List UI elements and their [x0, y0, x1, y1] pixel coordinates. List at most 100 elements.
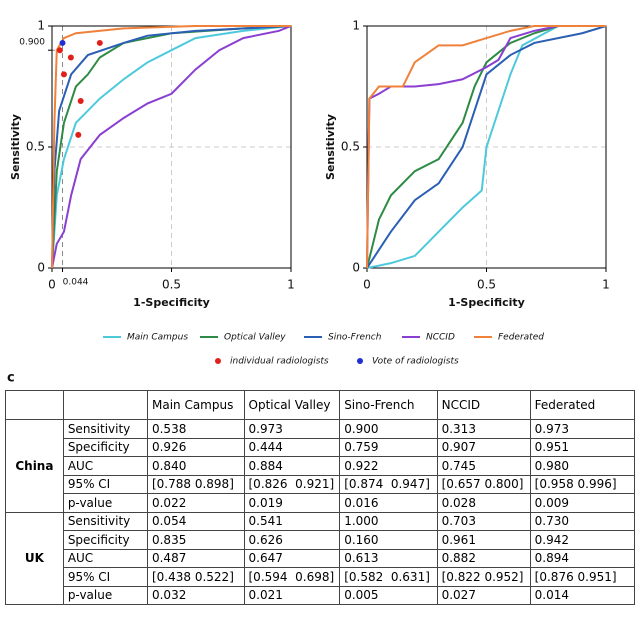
- radiologist-point: [60, 71, 67, 78]
- table-cell: p-value: [62, 493, 148, 513]
- table-cell: 0.313: [436, 419, 531, 439]
- radiologist-point: [96, 39, 103, 46]
- table-cell: 0.022: [146, 493, 245, 513]
- y-tick-label: 0.900: [19, 38, 45, 48]
- table-cell: 0.973: [529, 419, 636, 439]
- table-cell: 0.961: [436, 530, 531, 550]
- table-cell: 0.613: [339, 548, 438, 568]
- y-axis-label: Sensitivity: [9, 114, 22, 180]
- table-cell: [0.594 0.698]: [243, 567, 341, 587]
- table-cell: 0.703: [436, 511, 531, 531]
- table-cell: Specificity: [62, 437, 148, 457]
- table-cell: 0.922: [339, 456, 438, 476]
- table-cell: 0.027: [436, 585, 531, 605]
- y-tick-label: 1: [37, 19, 45, 33]
- table-cell: 0.160: [339, 530, 438, 550]
- roc-curve: [366, 25, 606, 269]
- table-row: p-value 0.022 0.019 0.016 0.028 0.009: [6, 493, 636, 513]
- x-tick-label: 1: [602, 278, 610, 292]
- table-cell: 0.626: [243, 530, 341, 550]
- y-tick-label: 1: [352, 19, 360, 33]
- table-cell: 0.900: [339, 419, 438, 439]
- table-cell: 0.021: [243, 585, 341, 605]
- table-cell: NCCID: [436, 390, 531, 420]
- x-tick-label: 0.044: [63, 278, 89, 288]
- table-row: Specificity 0.835 0.626 0.160 0.961 0.942: [6, 530, 636, 550]
- table-cell: 0.973: [243, 419, 341, 439]
- table-cell: 0.951: [529, 437, 636, 457]
- table-row: p-value 0.032 0.021 0.005 0.027 0.014: [6, 585, 636, 605]
- plot-frame: [366, 25, 607, 269]
- table-row: 95% CI [0.788 0.898] [0.826 0.921] [0.874 0…: [6, 474, 636, 494]
- radiologist-point: [59, 39, 66, 46]
- table-cell: 1.000: [339, 511, 438, 531]
- table-cell: 0.894: [529, 548, 636, 568]
- table-cell: 0.835: [146, 530, 245, 550]
- table-row: UK Sensitivity 0.054 0.541 1.000 0.703 0.730: [5, 511, 636, 605]
- legend-label: Sino-French: [328, 333, 382, 343]
- table-cell: Specificity: [62, 530, 148, 550]
- x-tick-label: 1: [287, 278, 295, 292]
- table-cell: 0.730: [529, 511, 636, 531]
- roc-curve: [51, 25, 291, 269]
- legend-marker: [215, 358, 221, 364]
- figure: c 0 0.044 0.5 1 0 0.5 0.900 1 1-Specificity Sensi…: [7, 19, 610, 386]
- table-cell: UK: [5, 511, 64, 605]
- table-cell: Main Campus: [146, 390, 245, 420]
- roc-curve: [366, 25, 606, 269]
- legend-label: Main Campus: [127, 333, 188, 343]
- radiologist-point: [67, 54, 74, 61]
- panel-label: c: [7, 371, 15, 386]
- y-tick-label: 0: [37, 261, 45, 275]
- table-cell: 0.444: [243, 437, 341, 457]
- legend-marker: [357, 358, 363, 364]
- table-cell: Sensitivity: [62, 419, 148, 439]
- table-cell: 95% CI: [62, 567, 148, 587]
- table-cell: 0.028: [436, 493, 531, 513]
- table-cell: 0.032: [146, 585, 245, 605]
- roc-curve: [366, 25, 606, 269]
- legend-label: Federated: [498, 333, 544, 343]
- x-tick-label: 0.5: [162, 278, 181, 292]
- roc-curve: [366, 25, 607, 269]
- table-cell: 0.759: [339, 437, 438, 457]
- table-cell: [0.657 0.800]: [436, 474, 531, 494]
- roc-curve: [51, 25, 292, 269]
- y-tick-label: 0: [352, 261, 360, 275]
- legend-label: individual radiologists: [230, 357, 329, 367]
- table-cell: 0.942: [529, 530, 636, 550]
- table-cell: [62, 390, 148, 420]
- table-cell: Optical Valley: [243, 390, 341, 420]
- y-tick-label: 0.5: [341, 140, 360, 154]
- legend-label: Vote of radiologists: [372, 357, 459, 367]
- table-cell: 0.840: [146, 456, 245, 476]
- x-axis-label: 1-Specificity: [133, 296, 210, 309]
- table-cell: 0.745: [436, 456, 531, 476]
- table-cell: [0.876 0.951]: [529, 567, 636, 587]
- legend-label: Optical Valley: [224, 333, 286, 343]
- table-row: AUC 0.487 0.647 0.613 0.882 0.894: [6, 548, 636, 568]
- table-row: China Sensitivity 0.538 0.973 0.900 0.313 0.97…: [5, 419, 636, 513]
- table-cell: 0.882: [436, 548, 531, 568]
- table-cell: 0.054: [146, 511, 245, 531]
- roc-curve: [51, 25, 292, 269]
- table-cell: AUC: [62, 456, 148, 476]
- table-cell: 0.487: [146, 548, 245, 568]
- roc-curve: [51, 25, 292, 269]
- table-cell: Sensitivity: [62, 511, 148, 531]
- table-cell: 0.980: [529, 456, 636, 476]
- table-cell: 0.009: [529, 493, 636, 513]
- table-cell: 0.005: [339, 585, 438, 605]
- table-cell: 0.016: [339, 493, 438, 513]
- table-cell: 95% CI: [62, 474, 148, 494]
- table-cell: 0.019: [243, 493, 341, 513]
- table-cell: AUC: [62, 548, 148, 568]
- table-cell: Sino-French: [339, 390, 438, 420]
- table-cell: 0.541: [243, 511, 341, 531]
- radiologist-point: [77, 98, 84, 105]
- legend-label: NCCID: [426, 333, 455, 343]
- y-axis-label: Sensitivity: [324, 114, 337, 180]
- table-cell: p-value: [62, 585, 148, 605]
- table-cell: 0.647: [243, 548, 341, 568]
